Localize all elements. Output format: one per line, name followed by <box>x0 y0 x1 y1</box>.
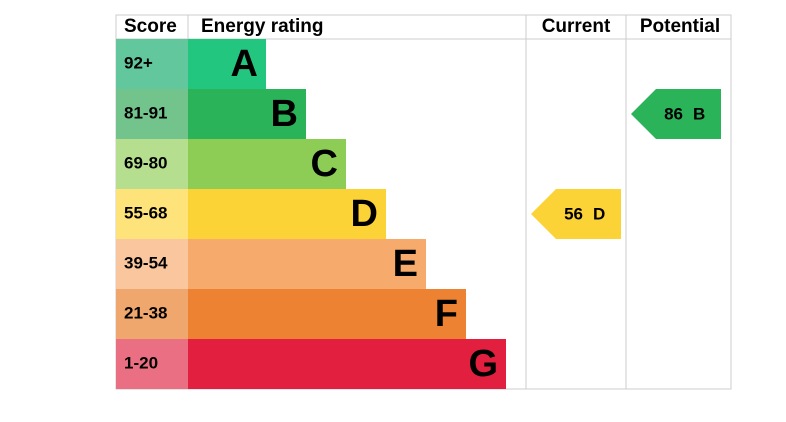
score-label: 81-91 <box>124 103 167 122</box>
header-current: Current <box>542 16 611 37</box>
score-label: 55-68 <box>124 203 167 222</box>
score-label: 21-38 <box>124 303 167 322</box>
rating-letter: D <box>351 193 378 235</box>
rating-letter: G <box>468 343 498 385</box>
score-label: 1-20 <box>124 353 158 372</box>
score-cell <box>116 139 188 189</box>
score-cell <box>116 89 188 139</box>
score-label: 92+ <box>124 53 153 72</box>
current-letter: D <box>593 204 605 223</box>
rating-bar <box>188 339 506 389</box>
score-label: 39-54 <box>124 253 168 272</box>
rating-bar <box>188 239 426 289</box>
header-rating: Energy rating <box>201 16 323 37</box>
rating-letter: E <box>393 243 418 285</box>
rating-bar <box>188 189 386 239</box>
score-cell <box>116 289 188 339</box>
score-cell <box>116 239 188 289</box>
rating-bar <box>188 39 266 89</box>
score-cell <box>116 339 188 389</box>
rating-bar <box>188 289 466 339</box>
rating-letter: A <box>231 43 258 85</box>
potential-letter: B <box>693 104 705 123</box>
score-label: 69-80 <box>124 153 167 172</box>
rating-bar <box>188 89 306 139</box>
current-value: 56 <box>564 204 583 223</box>
potential-arrow <box>631 89 721 139</box>
rating-bar <box>188 139 346 189</box>
rating-letter: F <box>435 293 458 335</box>
header-potential: Potential <box>640 16 720 37</box>
potential-value: 86 <box>664 104 683 123</box>
score-cell <box>116 39 188 89</box>
rating-letter: B <box>271 93 298 135</box>
current-arrow <box>531 189 621 239</box>
score-cell <box>116 189 188 239</box>
rating-letter: C <box>311 143 338 185</box>
header-score: Score <box>124 16 177 37</box>
